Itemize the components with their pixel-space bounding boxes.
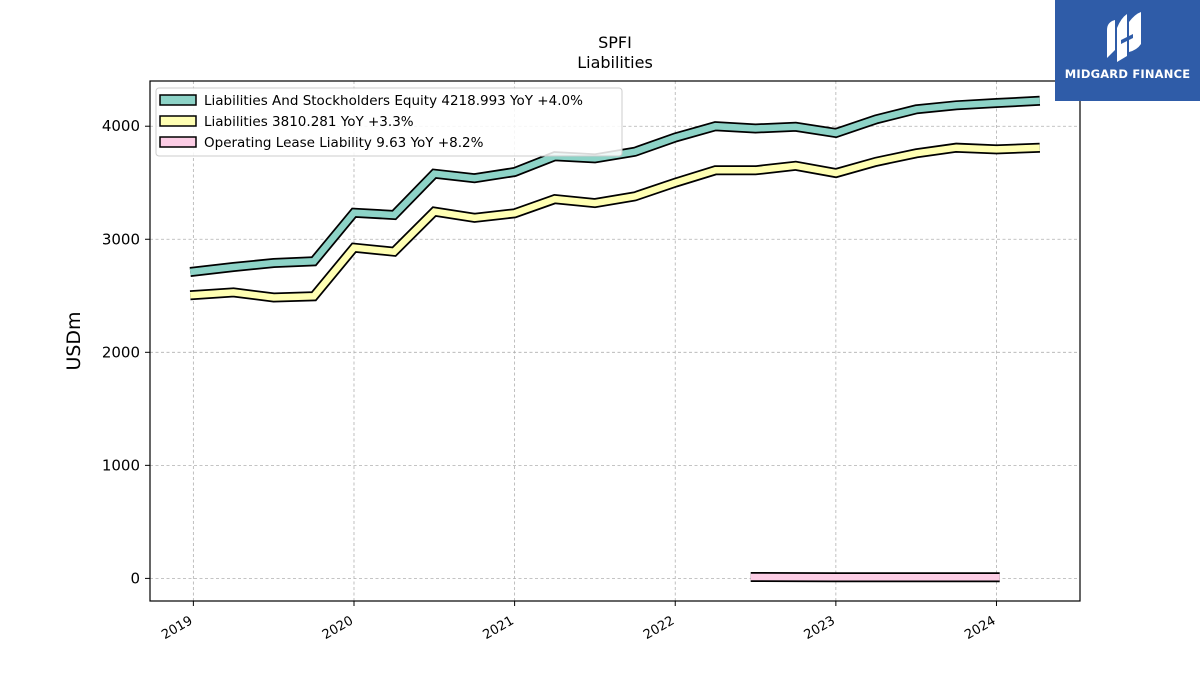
y-tick-label: 3000 xyxy=(102,230,140,248)
brand-logo: MIDGARD FINANCE xyxy=(1055,0,1200,101)
plot-frame xyxy=(149,80,1081,602)
legend-swatch xyxy=(159,115,197,127)
x-tick-label: 2020 xyxy=(320,613,356,643)
chart-subtitle: Liabilities xyxy=(577,53,653,72)
y-tick-label: 2000 xyxy=(102,343,140,361)
x-tick-label: 2021 xyxy=(480,613,516,643)
series-layer xyxy=(189,95,1041,583)
series-outline-1 xyxy=(189,142,1040,303)
legend: Liabilities And Stockholders Equity 4218… xyxy=(155,87,623,157)
y-tick-label: 1000 xyxy=(102,456,140,474)
x-tick-label: 2019 xyxy=(159,613,195,643)
brand-name: MIDGARD FINANCE xyxy=(1064,67,1191,81)
legend-swatch xyxy=(159,136,197,148)
legend-swatch xyxy=(159,94,197,106)
legend-label: Liabilities 3810.281 YoY +3.3% xyxy=(204,114,414,130)
legend-label: Liabilities And Stockholders Equity 4218… xyxy=(204,93,583,109)
midgard-logo-icon xyxy=(1107,12,1141,62)
x-tick-label: 2022 xyxy=(641,613,677,643)
legend-label: Operating Lease Liability 9.63 YoY +8.2% xyxy=(204,135,484,151)
chart-title: SPFI xyxy=(598,33,632,52)
y-tick-label: 4000 xyxy=(102,117,140,135)
legend-box xyxy=(155,87,623,157)
x-tick-label: 2023 xyxy=(802,613,838,643)
x-tick-label: 2024 xyxy=(962,613,998,643)
y-axis-label: USDm xyxy=(63,311,85,370)
series-line-1 xyxy=(189,144,1040,301)
y-tick-label: 0 xyxy=(130,569,140,587)
